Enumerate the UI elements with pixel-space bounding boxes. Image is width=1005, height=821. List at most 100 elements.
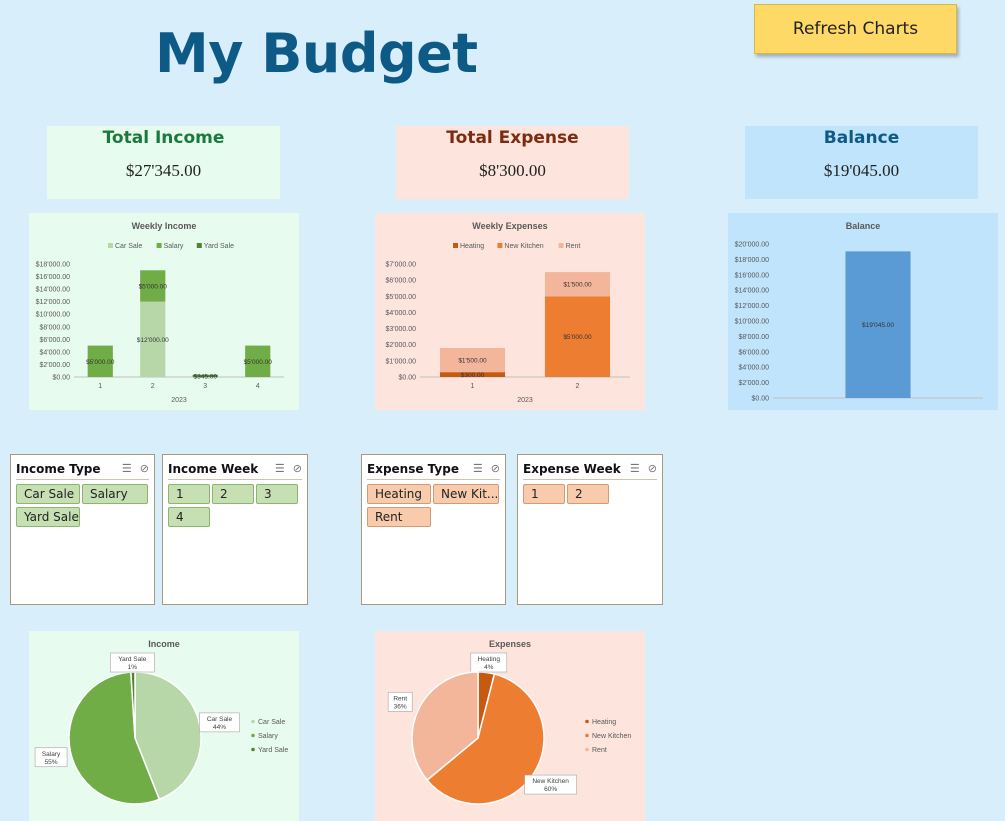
multi-select-icon[interactable]: ☰ xyxy=(274,463,285,475)
clear-filter-icon[interactable]: ⊘ xyxy=(490,463,500,475)
expense-week-slicer[interactable]: Expense Week ☰ ⊘ 1 2 xyxy=(517,454,663,605)
x-tick-label: 1 xyxy=(471,383,475,390)
expense-type-slicer[interactable]: Expense Type ☰ ⊘ Heating New Kit... Rent xyxy=(361,454,506,605)
x-tick-label: 4 xyxy=(256,383,260,390)
legend-entry: Rent xyxy=(566,243,581,250)
legend-entry: Yard Sale xyxy=(258,747,288,754)
chart-title: Expenses xyxy=(489,639,531,649)
legend-entry: Car Sale xyxy=(258,719,285,726)
chart-title: Income xyxy=(148,639,180,649)
y-tick-label: $2'000.00 xyxy=(385,342,416,349)
legend-swatch xyxy=(251,719,255,724)
legend-swatch xyxy=(558,243,564,248)
y-tick-label: $1'000.00 xyxy=(385,358,416,365)
clear-filter-icon[interactable]: ⊘ xyxy=(139,463,149,475)
y-tick-label: $8'000.00 xyxy=(738,334,769,341)
income-type-slicer[interactable]: Income Type ☰ ⊘ Car Sale Salary Yard Sale xyxy=(10,454,155,605)
multi-select-icon[interactable]: ☰ xyxy=(629,463,640,475)
slicer-item-salary[interactable]: Salary xyxy=(82,484,148,504)
slicer-item-week-2[interactable]: 2 xyxy=(567,484,609,504)
slicer-item-week-3[interactable]: 3 xyxy=(256,484,298,504)
slicer-item-week-2[interactable]: 2 xyxy=(212,484,254,504)
bar xyxy=(845,251,911,398)
y-tick-label: $18'000.00 xyxy=(735,257,770,264)
legend-entry: New Kitchen xyxy=(504,243,543,250)
clear-filter-icon[interactable]: ⊘ xyxy=(292,463,302,475)
data-label: 36% xyxy=(394,703,407,710)
chart-title: Weekly Expenses xyxy=(472,221,547,231)
data-label: $1'500.00 xyxy=(563,282,592,289)
weekly-expenses-chart[interactable]: Weekly Expenses Heating New Kitchen Rent $0.… xyxy=(375,213,645,410)
balance-card: Balance $19'045.00 xyxy=(745,126,978,199)
x-tick-label: 2 xyxy=(576,383,580,390)
data-label: 4% xyxy=(484,664,494,671)
y-tick-label: $7'000.00 xyxy=(385,262,416,269)
bar xyxy=(544,272,611,297)
multi-select-icon[interactable]: ☰ xyxy=(472,463,483,475)
income-pie-chart[interactable]: Income Car Sale 44% Salary 55% Yard Sale 1% Car… xyxy=(29,631,299,821)
refresh-charts-button[interactable]: Refresh Charts xyxy=(754,4,957,54)
y-tick-label: $10'000.00 xyxy=(36,312,71,319)
y-tick-label: $12'000.00 xyxy=(735,303,770,310)
y-tick-label: $4'000.00 xyxy=(385,310,416,317)
data-label: Heating xyxy=(478,656,501,663)
legend-swatch xyxy=(251,747,255,752)
y-tick-label: $2'000.00 xyxy=(738,380,769,387)
legend-entry: Rent xyxy=(592,747,607,754)
y-tick-label: $12'000.00 xyxy=(36,299,71,306)
y-tick-label: $20'000.00 xyxy=(735,242,770,249)
data-label: $1'500.00 xyxy=(458,358,487,365)
slicer-title: Expense Week xyxy=(523,461,621,476)
y-tick-label: $4'000.00 xyxy=(738,365,769,372)
data-label-box xyxy=(524,774,577,795)
total-expense-label: Total Expense xyxy=(446,128,579,148)
data-label: $12'000.00 xyxy=(137,337,169,344)
y-tick-label: $18'000.00 xyxy=(36,262,71,269)
weekly-income-chart[interactable]: Weekly Income Car Sale Salary Yard Sale $0.0… xyxy=(29,213,299,410)
balance-value: $19'045.00 xyxy=(823,161,900,180)
total-expense-card: Total Expense $8'300.00 xyxy=(396,126,629,199)
data-label: New Kitchen xyxy=(532,778,569,785)
y-tick-label: $6'000.00 xyxy=(738,349,769,356)
data-label-box xyxy=(199,712,240,733)
clear-filter-icon[interactable]: ⊘ xyxy=(647,463,657,475)
data-label: Yard Sale xyxy=(118,656,146,663)
y-tick-label: $4'000.00 xyxy=(39,349,70,356)
balance-chart[interactable]: Balance $0.00 $2'000.00 $4'000.00 $6'000.00 $… xyxy=(728,213,998,410)
slicer-item-new-kitchen[interactable]: New Kit... xyxy=(433,484,499,504)
data-label: $19'045.00 xyxy=(862,322,894,329)
data-label: $345.00 xyxy=(194,373,218,380)
legend-swatch xyxy=(497,243,503,248)
chart-title: Balance xyxy=(846,221,881,231)
page-title: My Budget xyxy=(155,22,478,85)
slicer-item-rent[interactable]: Rent xyxy=(367,507,431,527)
data-label: $5'000.00 xyxy=(139,283,168,290)
y-tick-label: $8'000.00 xyxy=(39,324,70,331)
slicer-item-car-sale[interactable]: Car Sale xyxy=(16,484,80,504)
y-tick-label: $10'000.00 xyxy=(735,319,770,326)
slicer-item-yard-sale[interactable]: Yard Sale xyxy=(16,507,80,527)
slicer-item-heating[interactable]: Heating xyxy=(367,484,431,504)
income-week-slicer[interactable]: Income Week ☰ ⊘ 1 2 3 4 xyxy=(162,454,308,605)
slicer-item-week-4[interactable]: 4 xyxy=(168,507,210,527)
legend-entry: Heating xyxy=(592,719,616,726)
slicer-title: Income Type xyxy=(16,461,101,476)
data-label-box xyxy=(109,652,155,673)
slicer-item-week-1[interactable]: 1 xyxy=(168,484,210,504)
data-label: 55% xyxy=(45,759,58,766)
total-income-card: Total Income $27'345.00 xyxy=(47,126,280,199)
expenses-pie-chart[interactable]: Expenses Heating 4% New Kitchen 60% Rent 36% He… xyxy=(375,631,645,821)
x-axis-label: 2023 xyxy=(517,397,533,404)
pie-slice xyxy=(68,671,161,805)
data-label: 1% xyxy=(128,664,138,671)
bar xyxy=(439,372,506,377)
balance-label: Balance xyxy=(823,128,900,148)
y-tick-label: $6'000.00 xyxy=(39,337,70,344)
multi-select-icon[interactable]: ☰ xyxy=(121,463,132,475)
data-label-box xyxy=(387,692,413,712)
y-tick-label: $14'000.00 xyxy=(36,287,71,294)
slicer-item-week-1[interactable]: 1 xyxy=(523,484,565,504)
x-tick-label: 1 xyxy=(98,383,102,390)
legend-entry: Salary xyxy=(164,243,184,250)
